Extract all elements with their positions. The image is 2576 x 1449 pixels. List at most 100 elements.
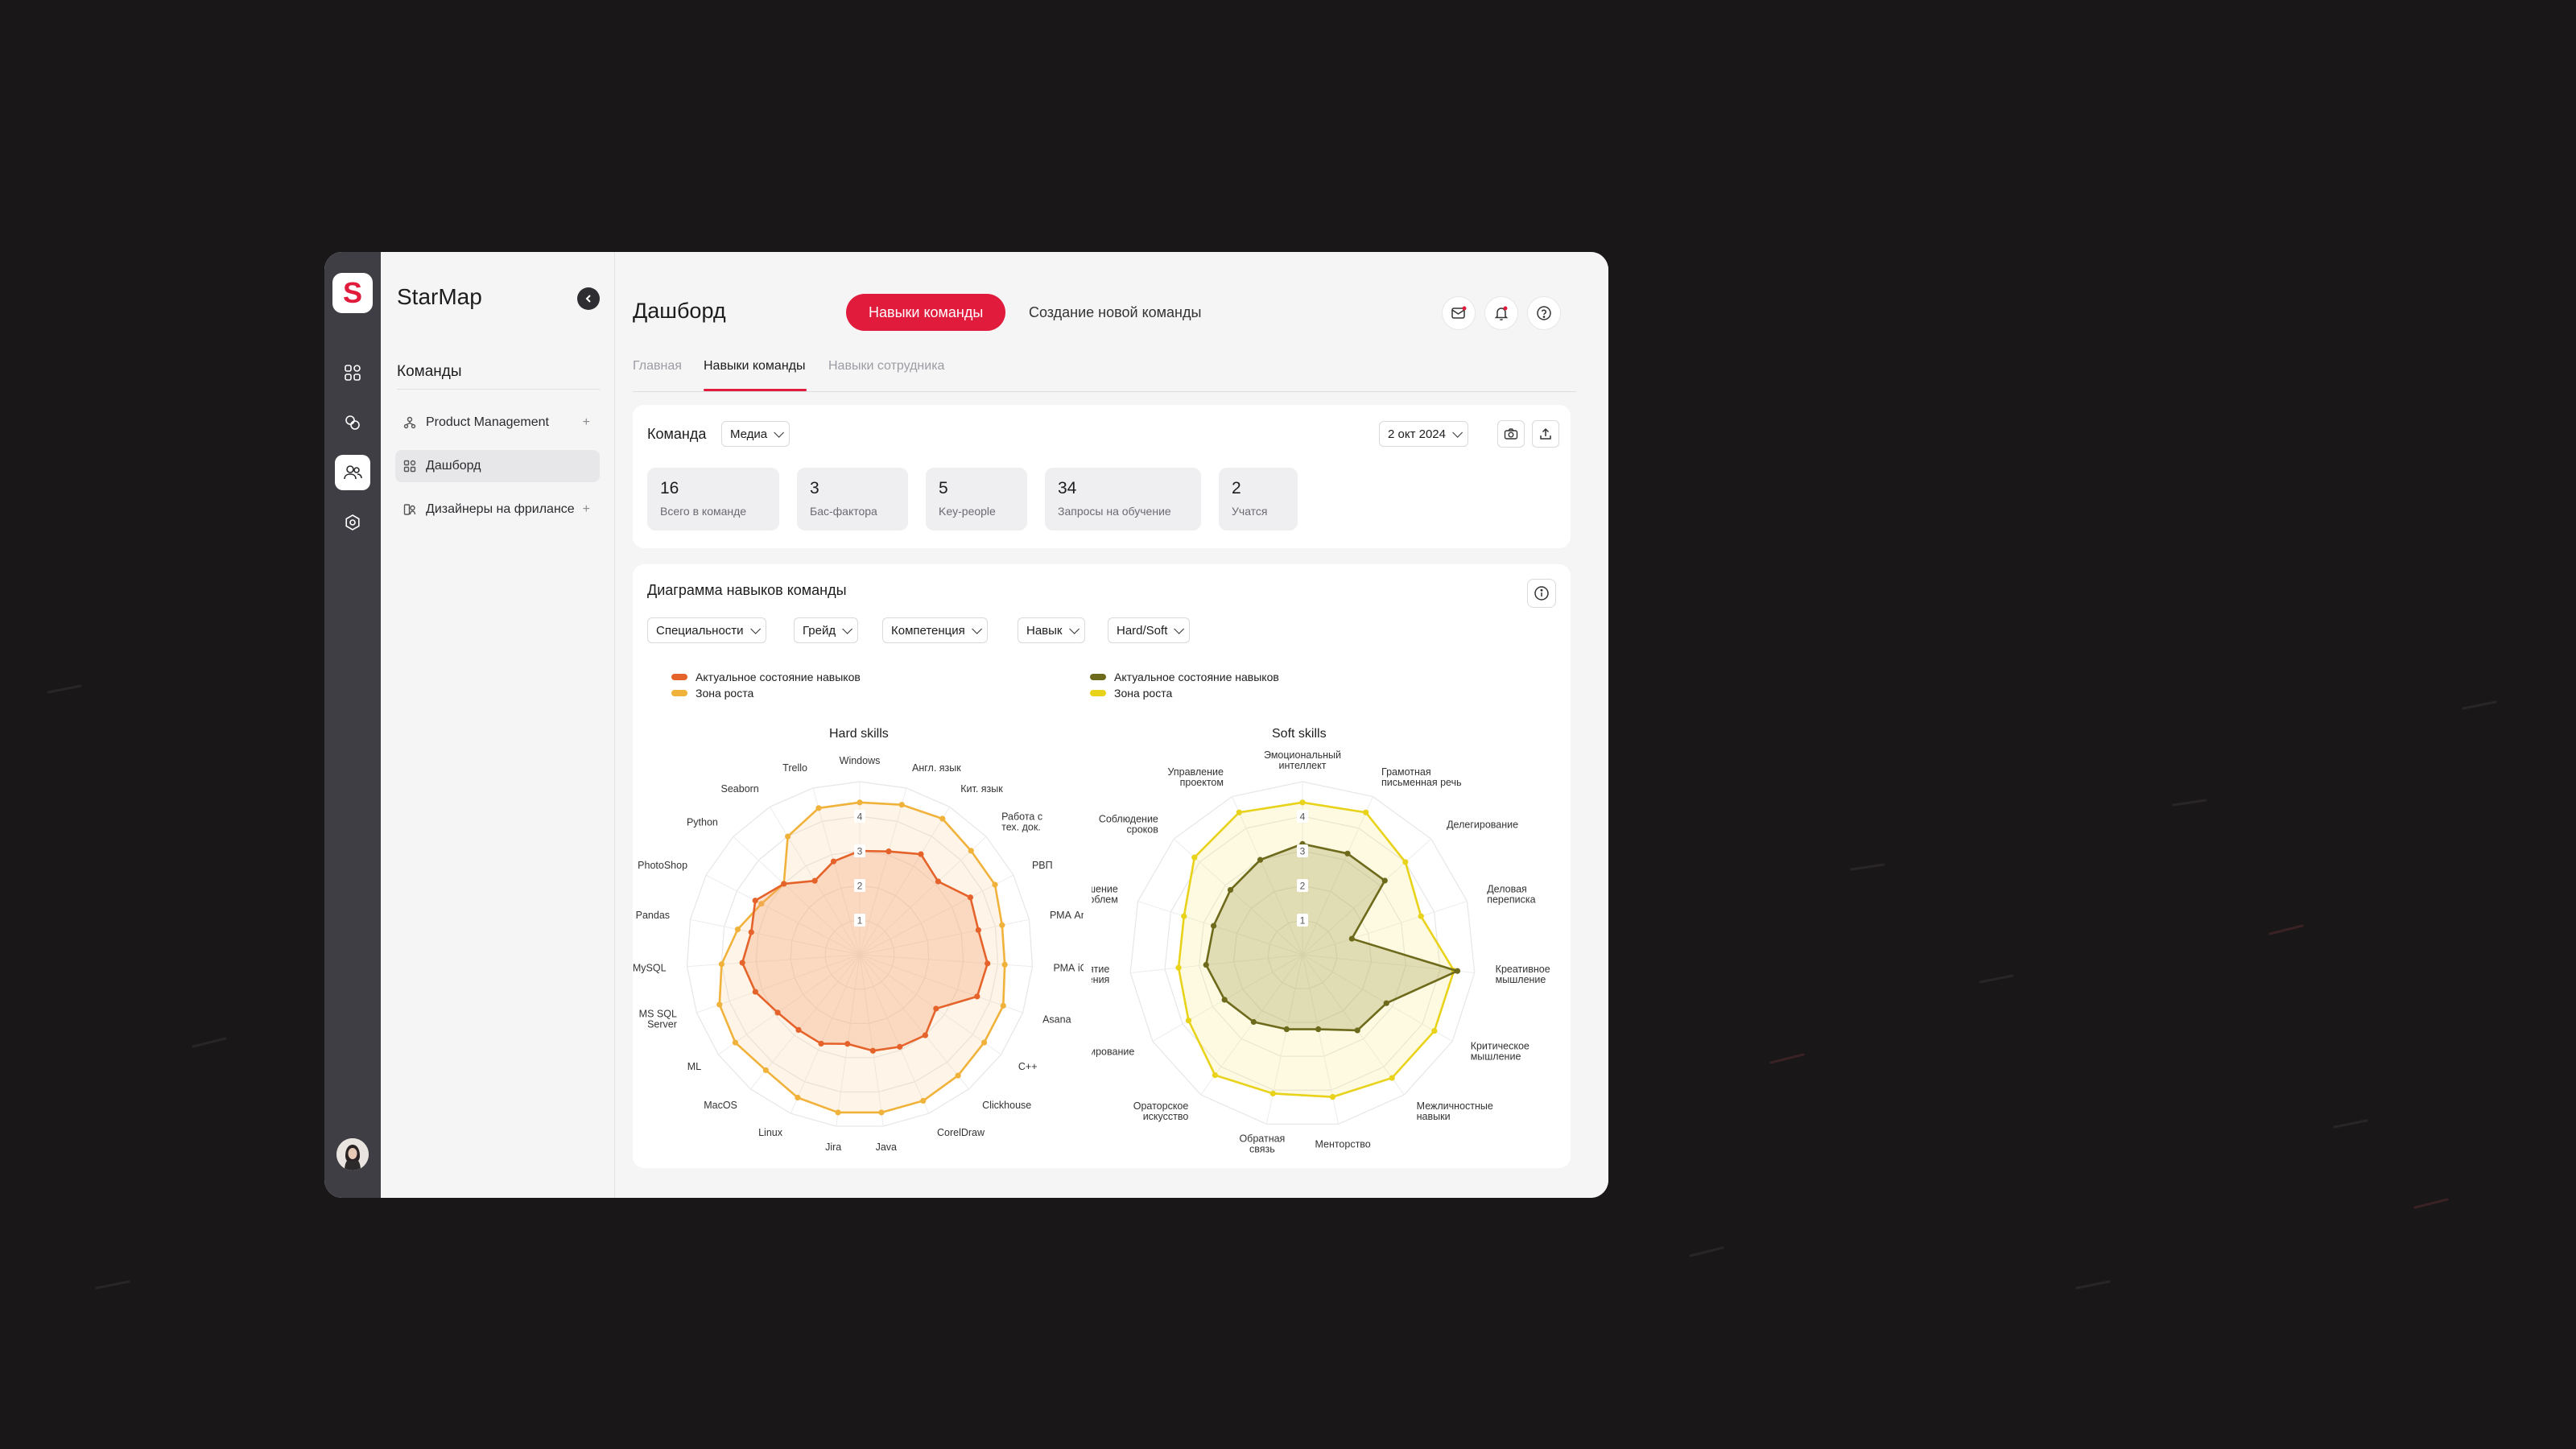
actual-data-point[interactable]	[1354, 1027, 1360, 1034]
growth-data-point[interactable]	[1236, 809, 1242, 815]
growth-data-point[interactable]	[920, 1097, 927, 1104]
growth-data-point[interactable]	[1269, 1090, 1276, 1097]
actual-data-point[interactable]	[886, 848, 892, 855]
growth-data-point[interactable]	[795, 1094, 801, 1101]
actual-data-point[interactable]	[869, 1047, 876, 1054]
growth-data-point[interactable]	[878, 1109, 885, 1116]
growth-data-point[interactable]	[1181, 913, 1187, 919]
actual-data-point[interactable]	[897, 1043, 903, 1050]
growth-data-point[interactable]	[732, 1039, 739, 1046]
collapse-sidebar-button[interactable]	[577, 287, 600, 310]
actual-data-point[interactable]	[739, 960, 745, 966]
team-dropdown[interactable]: Медиа	[721, 421, 791, 447]
mail-button[interactable]	[1442, 296, 1476, 330]
tab-team-skills[interactable]: Навыки команды	[846, 294, 1006, 331]
actual-data-point[interactable]	[830, 858, 837, 865]
growth-data-point[interactable]	[1402, 859, 1409, 865]
subtab-main[interactable]: Главная	[633, 359, 682, 373]
growth-data-point[interactable]	[1431, 1028, 1438, 1034]
growth-data-point[interactable]	[1175, 964, 1182, 971]
filter-skill[interactable]: Навык	[1018, 617, 1085, 643]
tab-create-team[interactable]: Создание новой команды	[1029, 303, 1202, 320]
date-dropdown[interactable]: 2 окт 2024	[1379, 421, 1468, 447]
growth-data-point[interactable]	[939, 815, 946, 822]
filter-hard-soft[interactable]: Hard/Soft	[1108, 617, 1191, 643]
notifications-button[interactable]	[1484, 296, 1518, 330]
sidebar-item-dashboard[interactable]: Дашборд	[395, 450, 600, 482]
actual-data-point[interactable]	[933, 1005, 939, 1012]
actual-data-point[interactable]	[748, 929, 754, 935]
growth-data-point[interactable]	[1299, 799, 1306, 806]
user-avatar[interactable]	[336, 1138, 369, 1170]
rail-layers-button[interactable]	[335, 405, 370, 440]
growth-data-point[interactable]	[734, 926, 741, 933]
export-button[interactable]	[1532, 420, 1559, 448]
growth-data-point[interactable]	[815, 805, 822, 811]
rail-settings-button[interactable]	[335, 505, 370, 540]
actual-data-point[interactable]	[818, 1040, 824, 1047]
actual-data-point[interactable]	[1348, 935, 1355, 942]
subtab-employee-skills[interactable]: Навыки сотрудника	[828, 359, 945, 373]
actual-data-point[interactable]	[974, 993, 980, 1000]
actual-data-point[interactable]	[1250, 1018, 1257, 1026]
actual-data-point[interactable]	[918, 851, 924, 857]
actual-data-point[interactable]	[1203, 961, 1209, 968]
add-subitem-button[interactable]: +	[582, 502, 590, 516]
actual-data-point[interactable]	[811, 877, 818, 884]
growth-data-point[interactable]	[835, 1109, 841, 1116]
filter-competence[interactable]: Компетенция	[882, 617, 988, 643]
filter-grade[interactable]: Грейд	[794, 617, 859, 643]
rail-team-button[interactable]	[335, 455, 370, 490]
actual-data-point[interactable]	[752, 989, 758, 995]
actual-data-point[interactable]	[1344, 850, 1351, 857]
actual-data-point[interactable]	[795, 1026, 802, 1033]
growth-data-point[interactable]	[955, 1072, 961, 1079]
growth-data-point[interactable]	[980, 1039, 988, 1046]
sidebar-item-product-management[interactable]: Product Management +	[395, 407, 600, 439]
actual-data-point[interactable]	[752, 898, 758, 904]
growth-data-point[interactable]	[758, 901, 765, 907]
growth-data-point[interactable]	[1418, 913, 1424, 919]
actual-data-point[interactable]	[985, 960, 991, 967]
growth-data-point[interactable]	[968, 848, 974, 854]
actual-data-point[interactable]	[975, 927, 981, 933]
growth-data-point[interactable]	[857, 799, 863, 806]
actual-data-point[interactable]	[1283, 1026, 1290, 1033]
growth-data-point[interactable]	[1363, 809, 1369, 815]
help-button[interactable]	[1527, 296, 1561, 330]
actual-data-point[interactable]	[1454, 968, 1461, 974]
growth-data-point[interactable]	[1000, 1002, 1006, 1009]
actual-data-point[interactable]	[1227, 886, 1234, 894]
add-subitem-button[interactable]: +	[582, 415, 590, 429]
screenshot-button[interactable]	[1497, 420, 1525, 448]
actual-data-point[interactable]	[1381, 877, 1388, 884]
actual-data-point[interactable]	[774, 1009, 781, 1016]
sidebar-item-freelance-designers[interactable]: Дизайнеры на фрилансе +	[395, 493, 600, 526]
growth-data-point[interactable]	[999, 922, 1005, 928]
actual-data-point[interactable]	[1257, 857, 1264, 863]
actual-data-point[interactable]	[1383, 1000, 1389, 1006]
growth-data-point[interactable]	[1191, 854, 1198, 861]
app-logo[interactable]: S	[332, 273, 373, 313]
info-button[interactable]	[1527, 579, 1556, 608]
growth-data-point[interactable]	[1212, 1071, 1218, 1079]
growth-data-point[interactable]	[992, 881, 998, 888]
actual-data-point[interactable]	[935, 878, 942, 885]
subtab-team-skills[interactable]: Навыки команды	[704, 359, 806, 373]
actual-data-point[interactable]	[967, 894, 974, 901]
growth-data-point[interactable]	[1329, 1094, 1336, 1100]
actual-data-point[interactable]	[781, 881, 787, 887]
actual-data-point[interactable]	[1315, 1026, 1322, 1033]
actual-data-point[interactable]	[844, 1041, 851, 1047]
growth-data-point[interactable]	[1389, 1075, 1395, 1081]
filter-specialty[interactable]: Специальности	[647, 617, 766, 643]
growth-data-point[interactable]	[718, 961, 725, 968]
growth-data-point[interactable]	[785, 833, 791, 840]
actual-data-point[interactable]	[1221, 997, 1228, 1003]
growth-data-point[interactable]	[1185, 1018, 1192, 1024]
growth-data-point[interactable]	[762, 1067, 769, 1074]
growth-data-point[interactable]	[716, 1001, 723, 1008]
growth-data-point[interactable]	[898, 802, 905, 808]
rail-grid-button[interactable]	[335, 355, 370, 390]
growth-data-point[interactable]	[1001, 961, 1008, 968]
